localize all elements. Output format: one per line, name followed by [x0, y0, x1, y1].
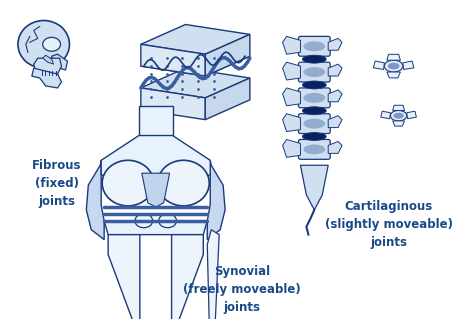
Polygon shape — [205, 34, 250, 76]
Ellipse shape — [18, 21, 70, 68]
Ellipse shape — [384, 60, 403, 72]
Polygon shape — [403, 61, 414, 69]
Polygon shape — [141, 44, 205, 76]
Polygon shape — [104, 221, 207, 235]
Polygon shape — [52, 54, 67, 70]
FancyBboxPatch shape — [299, 62, 330, 82]
Polygon shape — [108, 235, 140, 321]
Polygon shape — [328, 90, 342, 102]
Polygon shape — [374, 61, 384, 69]
Ellipse shape — [159, 214, 176, 228]
Text: Fibrous
(fixed)
joints: Fibrous (fixed) joints — [32, 159, 82, 208]
Polygon shape — [283, 140, 301, 157]
Polygon shape — [32, 68, 62, 88]
Ellipse shape — [303, 119, 325, 129]
Polygon shape — [328, 116, 342, 127]
Ellipse shape — [102, 160, 154, 206]
Ellipse shape — [302, 55, 326, 63]
FancyBboxPatch shape — [299, 36, 330, 56]
Polygon shape — [205, 78, 250, 120]
Ellipse shape — [302, 133, 326, 141]
Polygon shape — [301, 165, 328, 210]
Ellipse shape — [302, 81, 326, 89]
Polygon shape — [141, 88, 205, 120]
Polygon shape — [34, 58, 62, 76]
Polygon shape — [283, 114, 301, 132]
Ellipse shape — [388, 63, 400, 69]
Polygon shape — [392, 121, 404, 126]
Ellipse shape — [303, 93, 325, 103]
FancyBboxPatch shape — [299, 140, 330, 159]
Polygon shape — [328, 142, 342, 153]
Polygon shape — [328, 64, 342, 76]
Polygon shape — [172, 235, 203, 321]
Polygon shape — [283, 62, 301, 80]
Polygon shape — [141, 68, 250, 98]
Ellipse shape — [391, 110, 407, 121]
Polygon shape — [207, 230, 219, 321]
Polygon shape — [392, 105, 404, 110]
FancyBboxPatch shape — [299, 114, 330, 134]
Polygon shape — [101, 135, 210, 175]
Polygon shape — [139, 106, 173, 135]
Polygon shape — [283, 36, 301, 54]
Polygon shape — [387, 72, 401, 78]
Polygon shape — [283, 88, 301, 106]
Text: Synovial
(freely moveable)
joints: Synovial (freely moveable) joints — [183, 265, 301, 314]
Polygon shape — [381, 111, 391, 119]
Polygon shape — [141, 46, 250, 76]
Polygon shape — [328, 39, 342, 50]
Ellipse shape — [158, 160, 209, 206]
Ellipse shape — [393, 113, 404, 119]
Polygon shape — [141, 24, 250, 54]
Ellipse shape — [302, 107, 326, 115]
Ellipse shape — [135, 214, 153, 228]
Polygon shape — [43, 55, 54, 64]
FancyBboxPatch shape — [299, 88, 330, 108]
Ellipse shape — [303, 144, 325, 154]
Ellipse shape — [303, 41, 325, 51]
Ellipse shape — [303, 67, 325, 77]
Polygon shape — [387, 54, 401, 60]
Polygon shape — [142, 173, 170, 207]
Polygon shape — [407, 111, 417, 119]
Text: Cartilaginous
(slightly moveable)
joints: Cartilaginous (slightly moveable) joints — [325, 200, 453, 249]
Polygon shape — [86, 160, 104, 239]
Ellipse shape — [43, 37, 61, 51]
Polygon shape — [207, 160, 225, 239]
